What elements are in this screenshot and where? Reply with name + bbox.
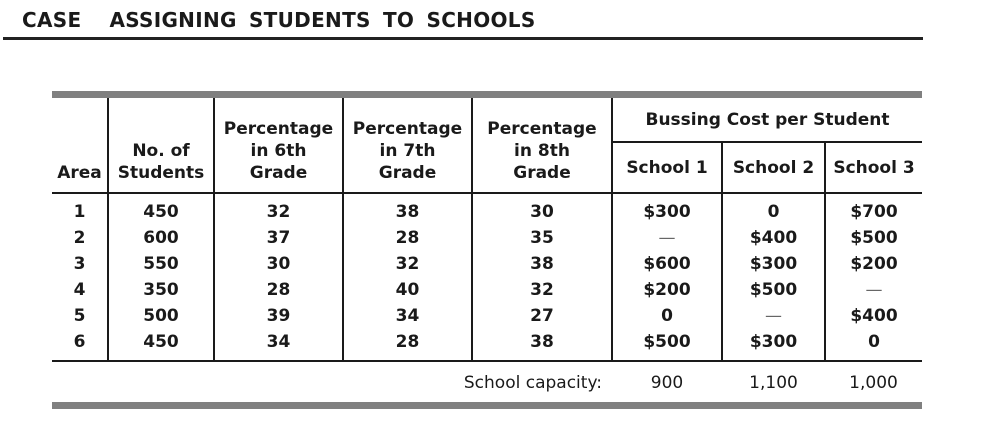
col-group-header-bussing-cost: Bussing Cost per Student bbox=[610, 98, 923, 143]
table-row-area-6: 6 450 34 28 38 $500 $300 0 bbox=[52, 329, 923, 362]
col-header-school-3: School 3 bbox=[823, 142, 923, 194]
table-bottom-rule-bar bbox=[52, 402, 922, 409]
cell-cost-school2: $300 bbox=[721, 251, 825, 277]
cell-cost-school2: $300 bbox=[721, 329, 825, 362]
table-footer: School capacity: 900 1,100 1,000 bbox=[52, 361, 922, 402]
cell-area: 6 bbox=[52, 329, 108, 362]
page-title: CASE ASSIGNING STUDENTS TO SCHOOLS bbox=[3, 9, 923, 31]
cell-cost-school3: — bbox=[823, 277, 923, 303]
cell-area: 5 bbox=[73, 306, 86, 326]
cell-pct8: 38 bbox=[471, 251, 612, 277]
cell-students: 550 bbox=[107, 251, 214, 277]
cell-area: 2 bbox=[73, 228, 86, 248]
cell-pct6: 37 bbox=[213, 225, 343, 251]
cell-pct6: 30 bbox=[213, 251, 343, 277]
table-row-area-2: 2 600 37 28 35 — $400 $500 bbox=[52, 225, 923, 251]
cell-pct6: 28 bbox=[213, 277, 343, 303]
cell-cost-school3: $200 bbox=[823, 251, 923, 277]
table-row-area-1: 1 450 32 38 30 $300 0 $700 bbox=[52, 193, 923, 225]
table-row-area-3: 3 550 30 32 38 $600 $300 $200 bbox=[52, 251, 923, 277]
cell-pct7: 28 bbox=[342, 329, 472, 362]
school-capacity-label: School capacity: bbox=[463, 373, 602, 393]
cell-cost-school2: — bbox=[721, 303, 825, 329]
cell-pct8: 38 bbox=[471, 329, 612, 362]
cell-cost-school2: $500 bbox=[721, 277, 825, 303]
cell-students: 350 bbox=[107, 277, 214, 303]
cell-pct7: 34 bbox=[342, 303, 472, 329]
data-table-section: Area No. of Students Percentage in 6th G… bbox=[52, 91, 923, 409]
table-row-area-4: 4 350 28 40 32 $200 $500 — bbox=[52, 277, 923, 303]
cell-cost-school1: $600 bbox=[611, 251, 722, 277]
col-header-school-2: School 2 bbox=[721, 142, 825, 194]
cell-area: 1 bbox=[73, 202, 86, 222]
students-schools-table: Area No. of Students Percentage in 6th G… bbox=[52, 98, 923, 402]
col-header-pct-6th-grade: Percentage in 6th Grade bbox=[213, 98, 343, 194]
cell-students: 450 bbox=[107, 193, 214, 225]
table-body: 1 450 32 38 30 $300 0 $700 2 600 37 28 3… bbox=[52, 193, 923, 362]
cell-cost-school3: $400 bbox=[823, 303, 923, 329]
cell-pct6: 32 bbox=[213, 193, 343, 225]
cell-cost-school3: 0 bbox=[823, 329, 923, 362]
cell-students: 500 bbox=[107, 303, 214, 329]
cell-pct8: 27 bbox=[471, 303, 612, 329]
cell-cost-school1: $300 bbox=[611, 193, 722, 225]
table-top-rule-bar bbox=[52, 91, 922, 98]
cell-pct8: 32 bbox=[471, 277, 612, 303]
cell-cost-school3: $500 bbox=[823, 225, 923, 251]
cell-cost-school2: 0 bbox=[721, 193, 825, 225]
case-label: CASE bbox=[22, 8, 82, 32]
cell-cost-school3: $700 bbox=[823, 193, 923, 225]
cell-pct6: 34 bbox=[213, 329, 343, 362]
cell-pct6: 39 bbox=[213, 303, 343, 329]
table-row-area-5: 5 500 39 34 27 0 — $400 bbox=[52, 303, 923, 329]
cell-cost-school1: $500 bbox=[611, 329, 722, 362]
cell-pct7: 28 bbox=[342, 225, 472, 251]
cell-cost-school1: — bbox=[611, 225, 722, 251]
table-header: Area No. of Students Percentage in 6th G… bbox=[52, 98, 923, 194]
capacity-row: School capacity: 900 1,100 1,000 bbox=[52, 361, 922, 402]
cell-pct7: 38 bbox=[342, 193, 472, 225]
cell-pct8: 35 bbox=[471, 225, 612, 251]
col-header-pct-7th-grade: Percentage in 7th Grade bbox=[342, 98, 472, 194]
col-header-area: Area bbox=[52, 98, 108, 194]
cell-area: 4 bbox=[73, 280, 86, 300]
case-title-block: CASE ASSIGNING STUDENTS TO SCHOOLS bbox=[3, 9, 923, 40]
cell-pct7: 40 bbox=[342, 277, 472, 303]
cell-area: 3 bbox=[73, 254, 86, 274]
capacity-school-2: 1,100 bbox=[749, 373, 798, 393]
cell-students: 600 bbox=[107, 225, 214, 251]
case-title-text: ASSIGNING STUDENTS TO SCHOOLS bbox=[109, 8, 536, 32]
cell-cost-school2: $400 bbox=[721, 225, 825, 251]
cell-pct7: 32 bbox=[342, 251, 472, 277]
col-header-school-1: School 1 bbox=[611, 142, 722, 194]
capacity-school-1: 900 bbox=[650, 373, 684, 393]
cell-students: 450 bbox=[107, 329, 214, 362]
cell-pct8: 30 bbox=[471, 193, 612, 225]
cell-cost-school1: 0 bbox=[611, 303, 722, 329]
col-header-no-of-students: No. of Students bbox=[107, 98, 214, 194]
capacity-school-3: 1,000 bbox=[849, 373, 898, 393]
cell-cost-school1: $200 bbox=[611, 277, 722, 303]
col-header-pct-8th-grade: Percentage in 8th Grade bbox=[471, 98, 612, 194]
